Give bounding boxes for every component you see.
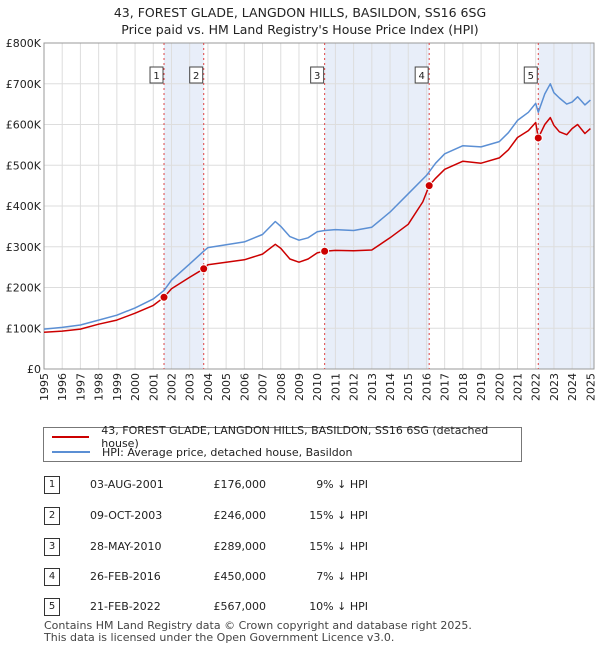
sale-marker-label: 5	[528, 71, 534, 82]
title-line-1: 43, FOREST GLADE, LANGDON HILLS, BASILDO…	[113, 5, 487, 20]
sale-marker-box	[149, 66, 164, 84]
x-tick-label: 2004	[202, 373, 215, 401]
x-tick-label: 2014	[384, 373, 397, 401]
x-tick-label: 2013	[366, 373, 379, 401]
table-row: 2 09-OCT-2003 £246,000 15% ↓ HPI	[40, 507, 460, 525]
x-tick-label: 1999	[111, 373, 124, 401]
x-tick-label: 2006	[238, 373, 251, 401]
sale-marker-box	[310, 66, 325, 84]
x-tick-label: 2021	[512, 373, 525, 401]
transaction-date: 03-AUG-2001	[90, 478, 164, 491]
legend-swatch-hpi	[52, 451, 90, 453]
transaction-number: 2	[44, 507, 60, 525]
x-tick-label: 2015	[402, 373, 415, 401]
transaction-hpi-diff: 15% ↓ HPI	[309, 540, 368, 553]
x-tick-label: 2009	[293, 373, 306, 401]
x-tick-label: 2001	[147, 373, 160, 401]
transaction-number: 4	[44, 568, 60, 586]
x-tick-label: 2010	[311, 373, 324, 401]
x-tick-label: 2024	[566, 373, 579, 401]
property-series-line	[43, 116, 591, 334]
x-tick-label: 1996	[56, 373, 69, 401]
x-tick-label: 1998	[93, 373, 106, 401]
table-row: 4 26-FEB-2016 £450,000 7% ↓ HPI	[40, 568, 460, 586]
legend-label-property: 43, FOREST GLADE, LANGDON HILLS, BASILDO…	[101, 424, 489, 450]
x-tick-label: 2018	[457, 373, 470, 401]
plot-border	[43, 42, 595, 370]
x-tick-label: 2011	[329, 373, 342, 401]
sale-point	[320, 246, 330, 256]
sale-point	[424, 181, 434, 191]
x-tick-label: 2002	[165, 373, 178, 401]
x-tick-label: 2000	[129, 373, 142, 401]
transaction-price: £450,000	[213, 570, 267, 583]
y-tick-label: £300K	[6, 241, 42, 254]
transaction-date: 09-OCT-2003	[90, 509, 163, 522]
x-tick-label: 2005	[220, 373, 233, 401]
legend-swatch-property	[52, 436, 90, 438]
sale-marker-box	[414, 66, 429, 84]
legend-item-property: 43, FOREST GLADE, LANGDON HILLS, BASILDO…	[52, 424, 521, 450]
y-tick-label: £400K	[6, 200, 42, 213]
table-row: 5 21-FEB-2022 £567,000 10% ↓ HPI	[40, 598, 460, 616]
transaction-price: £176,000	[213, 478, 267, 491]
sale-marker-label: 4	[418, 71, 424, 82]
transaction-hpi-diff: 10% ↓ HPI	[309, 600, 368, 613]
transaction-number: 3	[44, 538, 60, 556]
y-tick-label: £100K	[6, 322, 42, 335]
table-row: 1 03-AUG-2001 £176,000 9% ↓ HPI	[40, 476, 460, 494]
legend: 43, FOREST GLADE, LANGDON HILLS, BASILDO…	[43, 424, 522, 462]
title-line-2: Price paid vs. HM Land Registry's House …	[121, 22, 479, 37]
sale-marker-label: 2	[193, 71, 199, 82]
y-tick-label: £500K	[6, 159, 42, 172]
x-tick-label: 2003	[184, 373, 197, 401]
transaction-price: £246,000	[213, 509, 267, 522]
sale-point	[159, 292, 169, 302]
transaction-date: 21-FEB-2022	[90, 600, 161, 613]
x-tick-label: 2023	[548, 373, 561, 401]
x-tick-label: 2025	[584, 373, 597, 401]
price-chart: £0 £100K £200K £300K £400K £500K £600K £700K £80…	[6, 37, 598, 401]
transaction-hpi-diff: 9% ↓ HPI	[316, 478, 368, 491]
transaction-date: 26-FEB-2016	[90, 570, 161, 583]
footer: Contains HM Land Registry data © Crown c…	[44, 620, 472, 644]
y-tick-label: £700K	[6, 78, 42, 91]
sale-marker-box	[523, 66, 538, 84]
x-tick-label: 2016	[420, 373, 433, 401]
x-tick-label: 2019	[475, 373, 488, 401]
y-tick-label: £600K	[6, 119, 42, 132]
transaction-number: 5	[44, 598, 60, 616]
x-tick-label: 2017	[439, 373, 452, 401]
x-tick-label: 2008	[275, 373, 288, 401]
hpi-series-line	[43, 83, 591, 330]
x-tick-label: 2022	[530, 373, 543, 401]
chart-title: 43, FOREST GLADE, LANGDON HILLS, BASILDO…	[0, 4, 600, 38]
sale-marker-label: 3	[314, 71, 320, 82]
transaction-price: £567,000	[213, 600, 267, 613]
transaction-hpi-diff: 7% ↓ HPI	[316, 570, 368, 583]
transaction-number: 1	[44, 476, 60, 494]
sale-point	[199, 264, 209, 274]
footer-copyright: Contains HM Land Registry data © Crown c…	[44, 619, 472, 632]
table-row: 3 28-MAY-2010 £289,000 15% ↓ HPI	[40, 538, 460, 556]
legend-label-hpi: HPI: Average price, detached house, Basi…	[102, 445, 353, 459]
transaction-date: 28-MAY-2010	[90, 540, 162, 553]
sale-point	[533, 133, 543, 143]
y-tick-label: £0	[27, 363, 41, 376]
x-tick-label: 1995	[38, 373, 51, 401]
x-tick-label: 2012	[348, 373, 361, 401]
sale-marker-box	[189, 66, 204, 84]
transaction-price: £289,000	[213, 540, 267, 553]
legend-item-hpi: HPI: Average price, detached house, Basi…	[52, 445, 352, 459]
footer-licence: This data is licensed under the Open Gov…	[44, 631, 395, 644]
y-tick-label: £800K	[6, 37, 42, 50]
y-tick-label: £200K	[6, 282, 42, 295]
x-tick-label: 1997	[74, 373, 87, 401]
transaction-hpi-diff: 15% ↓ HPI	[309, 509, 368, 522]
sale-marker-label: 1	[153, 71, 159, 82]
x-tick-label: 2007	[257, 373, 270, 401]
x-tick-label: 2020	[493, 373, 506, 401]
